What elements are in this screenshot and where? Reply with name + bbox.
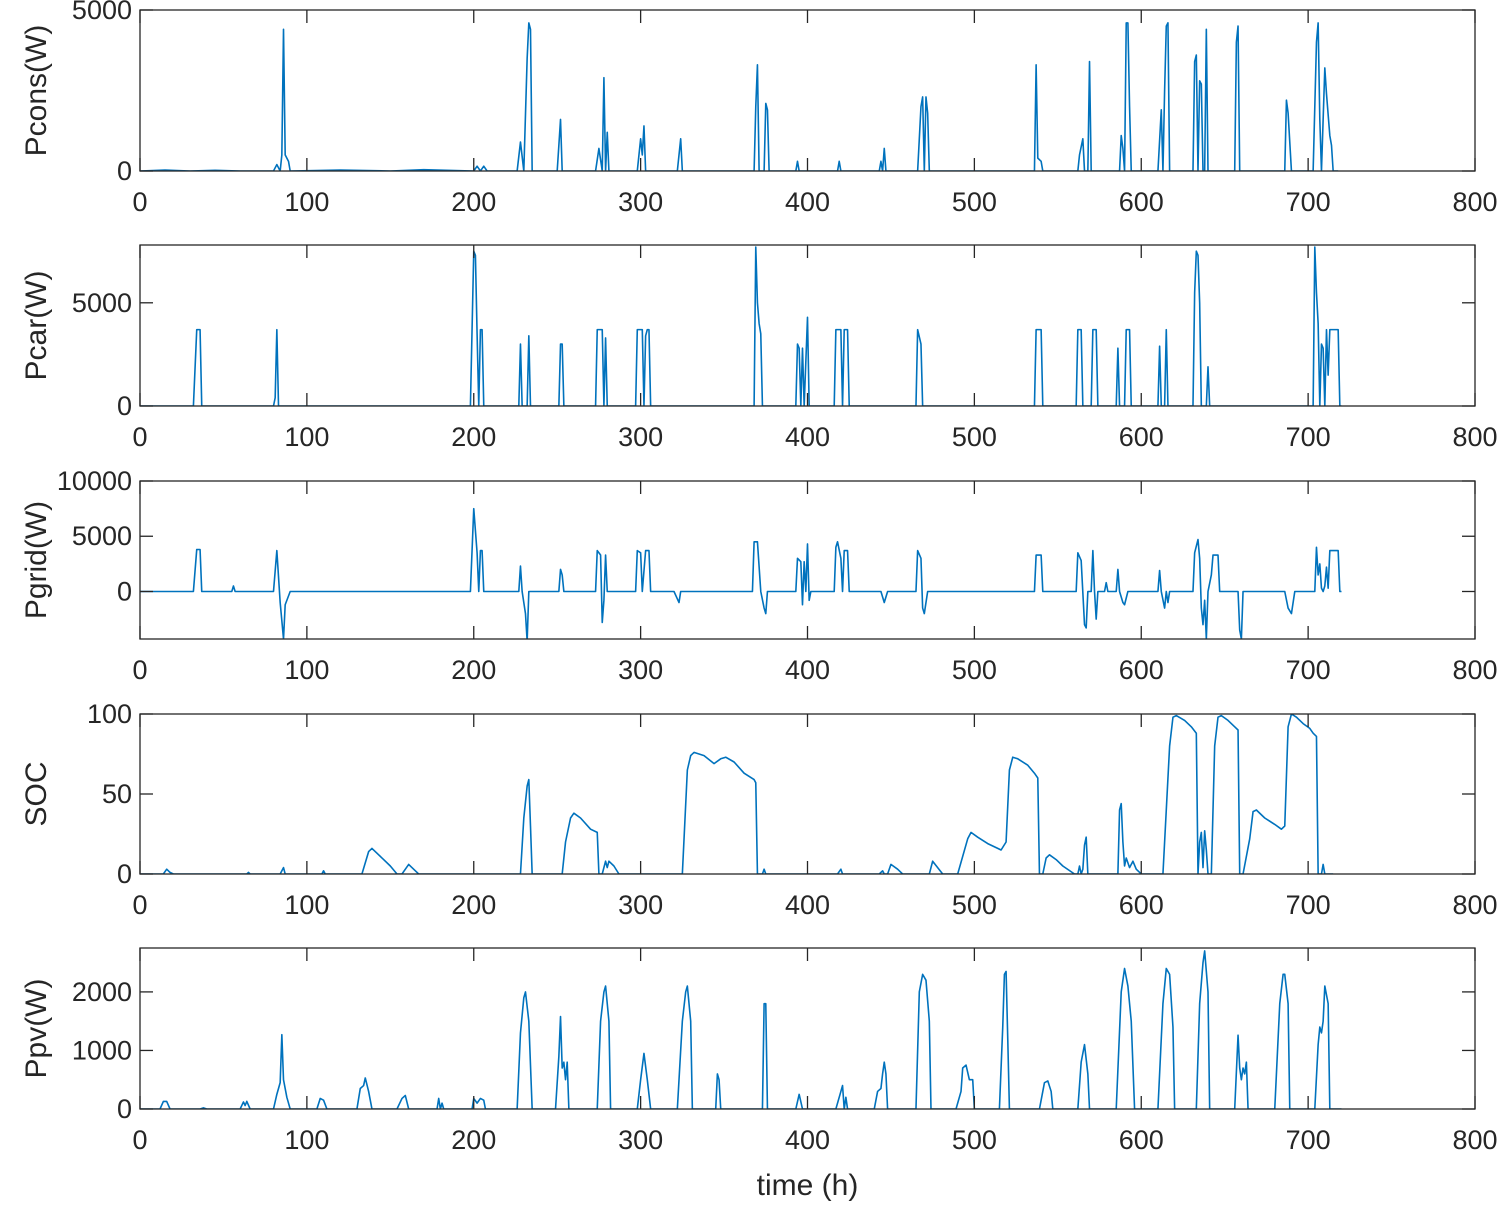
x-tick-label: 300 xyxy=(618,890,663,920)
subplot-2: 0 100 200 300 400 500 600 700 800 0 5000 Pcar(W) xyxy=(20,244,1498,452)
x-tick-label: 600 xyxy=(1119,1125,1164,1155)
x-tick-label: 800 xyxy=(1452,187,1497,217)
x-tick-label: 800 xyxy=(1452,422,1497,452)
x-tick-label: 0 xyxy=(132,890,147,920)
y-tick-label: 0 xyxy=(117,156,132,186)
x-tick-label: 700 xyxy=(1286,890,1331,920)
x-tick-label: 100 xyxy=(284,187,329,217)
axes-box xyxy=(139,9,1476,172)
x-tick-label: 400 xyxy=(785,422,830,452)
y-tick-label: 10000 xyxy=(57,466,132,496)
y-axis-label: Pgrid(W) xyxy=(20,501,53,619)
y-axis-label: Pcons(W) xyxy=(20,25,53,157)
series-line-pcar xyxy=(140,246,1342,406)
x-tick-label: 300 xyxy=(618,1125,663,1155)
y-tick-label: 5000 xyxy=(72,0,132,25)
x-tick-label: 800 xyxy=(1452,890,1497,920)
x-tick-label: 400 xyxy=(785,187,830,217)
x-tick-label: 200 xyxy=(451,655,496,685)
subplot-5: 0 100 200 300 400 500 600 700 800 0 1000 2000 Ppv(W)… xyxy=(20,947,1498,1202)
x-tick-label: 300 xyxy=(618,655,663,685)
x-tick-label: 400 xyxy=(785,890,830,920)
x-tick-label: 100 xyxy=(284,1125,329,1155)
x-tick-label: 0 xyxy=(132,1125,147,1155)
y-axis-label: Pcar(W) xyxy=(20,271,53,381)
x-tick-label: 200 xyxy=(451,1125,496,1155)
x-tick-label: 400 xyxy=(785,655,830,685)
x-tick-label: 500 xyxy=(952,890,997,920)
x-tick-label: 300 xyxy=(618,422,663,452)
y-axis-label: Ppv(W) xyxy=(20,979,53,1079)
y-axis-label: SOC xyxy=(20,761,53,826)
x-tick-label: 200 xyxy=(451,890,496,920)
x-tick-label: 800 xyxy=(1452,1125,1497,1155)
y-tick-label: 2000 xyxy=(72,977,132,1007)
x-tick-label: 800 xyxy=(1452,655,1497,685)
x-tick-label: 500 xyxy=(952,655,997,685)
x-tick-label: 600 xyxy=(1119,890,1164,920)
y-tick-label: 0 xyxy=(117,391,132,421)
series-line-soc xyxy=(140,714,1334,874)
x-tick-label: 100 xyxy=(284,422,329,452)
series-line-pgrid xyxy=(140,507,1342,639)
subplot-3: 0 100 200 300 400 500 600 700 800 0 5000 10000Pgrid… xyxy=(20,466,1498,685)
subplot-4: 0 100 200 300 400 500 600 700 800 0 50 100 SOC xyxy=(20,699,1498,920)
x-tick-label: 400 xyxy=(785,1125,830,1155)
subplot-1: 0 100 200 300 400 500 600 700 800 0 5000 Pcons(W) xyxy=(20,0,1498,217)
x-tick-label: 0 xyxy=(132,422,147,452)
series-line-pcons xyxy=(140,22,1339,171)
x-tick-label: 200 xyxy=(451,422,496,452)
x-tick-label: 500 xyxy=(952,187,997,217)
x-tick-label: 200 xyxy=(451,187,496,217)
x-tick-label: 500 xyxy=(952,1125,997,1155)
x-tick-label: 700 xyxy=(1286,187,1331,217)
x-tick-label: 700 xyxy=(1286,1125,1331,1155)
x-tick-label: 0 xyxy=(132,187,147,217)
y-tick-label: 5000 xyxy=(72,521,132,551)
y-tick-label: 5000 xyxy=(72,288,132,318)
x-tick-label: 700 xyxy=(1286,655,1331,685)
x-tick-label: 0 xyxy=(132,655,147,685)
x-axis-label: time (h) xyxy=(757,1169,859,1202)
x-tick-label: 600 xyxy=(1119,187,1164,217)
x-tick-label: 100 xyxy=(284,655,329,685)
series-line-ppv xyxy=(140,950,1342,1109)
x-tick-label: 600 xyxy=(1119,655,1164,685)
x-tick-label: 100 xyxy=(284,890,329,920)
y-tick-label: 50 xyxy=(102,779,132,809)
y-tick-label: 0 xyxy=(117,859,132,889)
y-tick-label: 0 xyxy=(117,576,132,606)
y-tick-label: 100 xyxy=(87,699,132,729)
x-tick-label: 700 xyxy=(1286,422,1331,452)
axes-box xyxy=(139,947,1476,1110)
y-tick-label: 1000 xyxy=(72,1035,132,1065)
x-tick-label: 600 xyxy=(1119,422,1164,452)
axes-box xyxy=(139,713,1476,875)
x-tick-label: 300 xyxy=(618,187,663,217)
y-tick-label: 0 xyxy=(117,1094,132,1124)
x-tick-label: 500 xyxy=(952,422,997,452)
